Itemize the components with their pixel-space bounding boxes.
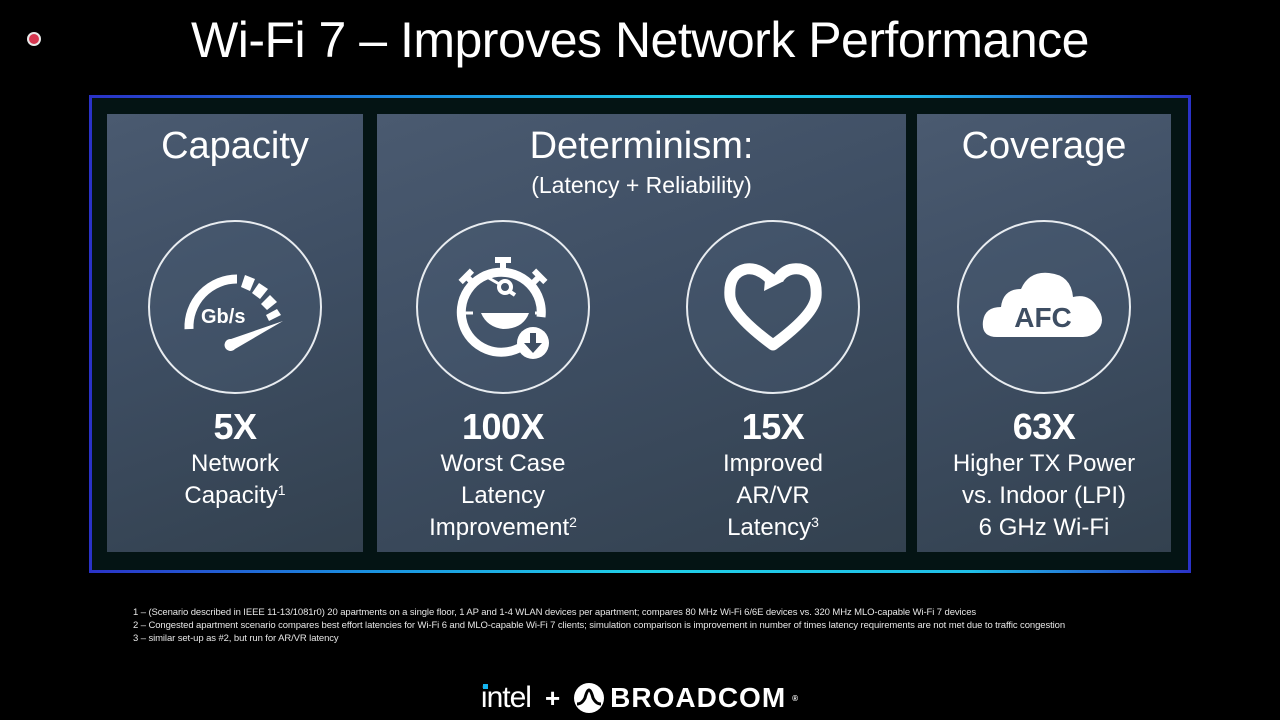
- partner-logos: intel + BROADCOM ®: [0, 680, 1280, 716]
- panel-title: Determinism:: [529, 125, 754, 167]
- metric-network-capacity: Gb/s 5X Network Capacity1: [115, 220, 355, 512]
- frame-top-border: [89, 95, 1191, 98]
- panel-subtitle: (Latency + Reliability): [531, 172, 752, 198]
- speedometer-gbps-icon: Gb/s: [148, 220, 322, 394]
- intel-dot-icon: [482, 684, 488, 689]
- metric-value: 15X: [741, 406, 805, 447]
- metric-description: Higher TX Power vs. Indoor (LPI) 6 GHz W…: [952, 450, 1136, 541]
- metric-description: Improved AR/VR Latency3: [722, 450, 824, 541]
- panel-determinism: Determinism: (Latency + Reliability): [377, 114, 906, 552]
- panel-title: Coverage: [961, 125, 1127, 167]
- footnote-1: 1 – (Scenario described in IEEE 11-13/10…: [133, 607, 977, 618]
- footnotes: 1 – (Scenario described in IEEE 11-13/10…: [133, 606, 1065, 645]
- slide-title: Wi-Fi 7 – Improves Network Performance: [191, 12, 1089, 68]
- stopwatch-down-icon: [416, 220, 590, 394]
- footnote-ref: 1: [277, 482, 286, 498]
- footnote-ref: 3: [811, 514, 819, 530]
- metric-description: Network Capacity1: [184, 450, 286, 509]
- metric-tx-power: AFC 63X Higher TX Power vs. Indoor (LPI)…: [924, 220, 1164, 544]
- recording-indicator: [27, 32, 41, 46]
- metric-value: 100X: [461, 406, 545, 447]
- frame-bottom-border: [89, 570, 1191, 573]
- broadcom-logo: BROADCOM ®: [574, 682, 799, 714]
- cloud-afc-icon: AFC: [957, 220, 1131, 394]
- panel-coverage: Coverage AFC 63X Higher TX Power vs. Ind…: [917, 114, 1171, 552]
- metric-value: 63X: [1012, 406, 1076, 447]
- metric-ar-vr-latency: 15X Improved AR/VR Latency3: [653, 220, 893, 544]
- metric-value: 5X: [213, 406, 257, 447]
- svg-text:AFC: AFC: [1014, 302, 1072, 333]
- broadcom-pulse-icon: [574, 683, 605, 713]
- panel-capacity: Capacity Gb/s 5X Network Capacity1: [107, 114, 363, 552]
- metrics-frame: Capacity Gb/s 5X Network Capacity1: [89, 95, 1191, 573]
- metric-worst-case-latency: 100X Worst Case Latency Improvement2: [383, 220, 623, 544]
- heart-refresh-icon: [686, 220, 860, 394]
- intel-logo: intel: [480, 681, 532, 714]
- footnote-2: 2 – Congested apartment scenario compare…: [133, 620, 1066, 631]
- footnote-ref: 2: [569, 514, 577, 530]
- panel-title: Capacity: [161, 125, 309, 167]
- plus-sign: +: [544, 682, 561, 713]
- footnote-3: 3 – similar set-up as #2, but run for AR…: [133, 633, 339, 644]
- metric-description: Worst Case Latency Improvement2: [429, 450, 577, 541]
- svg-text:Gb/s: Gb/s: [201, 306, 245, 328]
